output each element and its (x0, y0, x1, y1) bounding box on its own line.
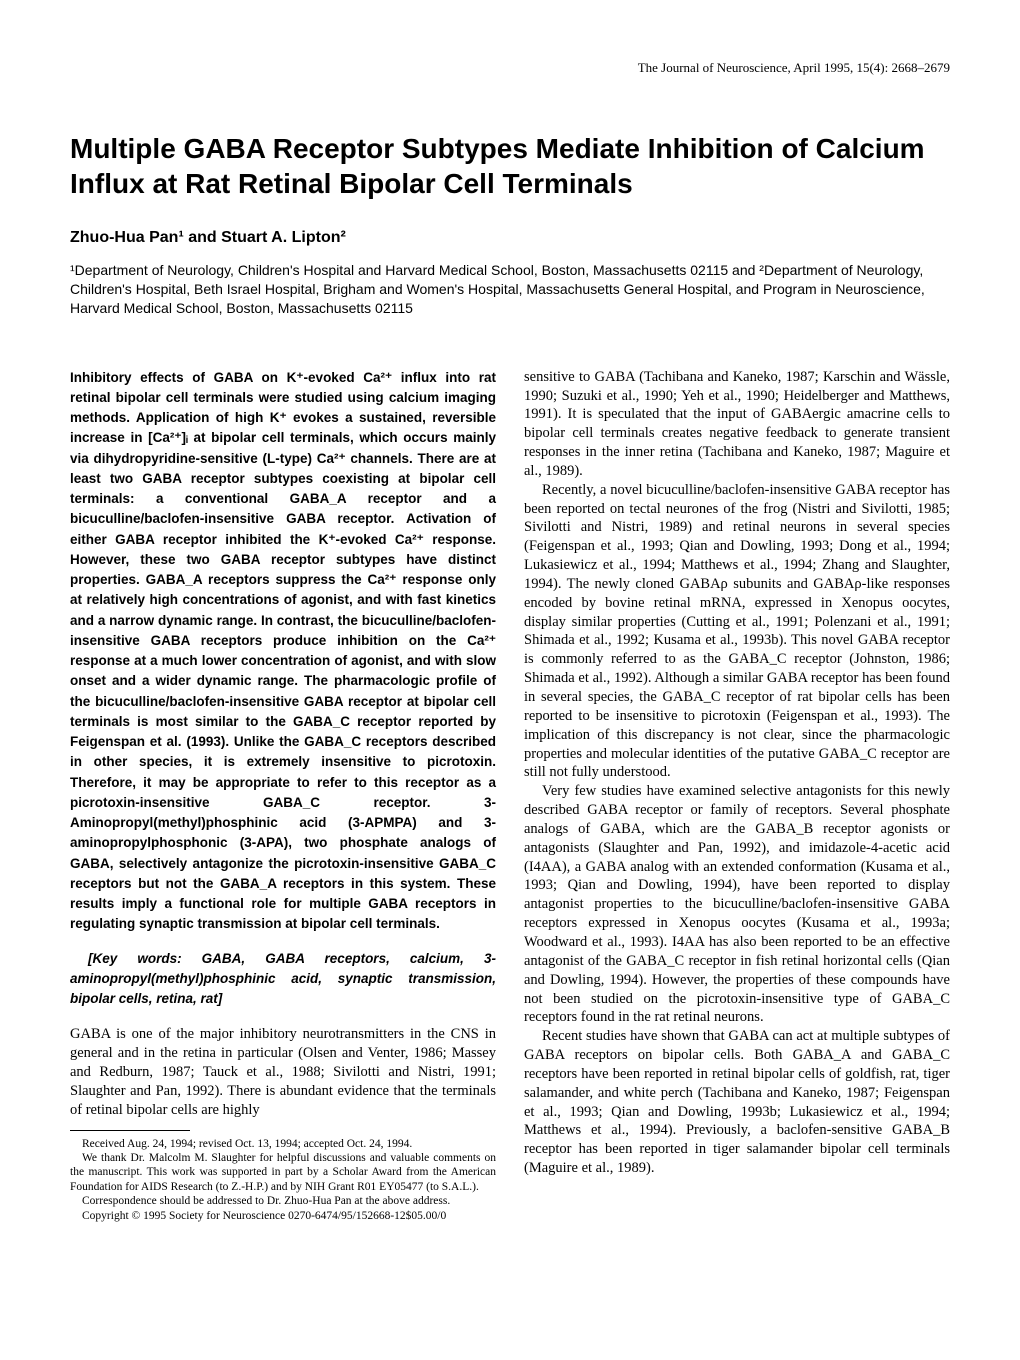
footnote-acknowledgments: We thank Dr. Malcolm M. Slaughter for he… (70, 1151, 496, 1194)
footnote-correspondence: Correspondence should be addressed to Dr… (70, 1194, 496, 1208)
footnotes: Received Aug. 24, 1994; revised Oct. 13,… (70, 1137, 496, 1223)
footnote-separator (70, 1130, 190, 1131)
right-column: sensitive to GABA (Tachibana and Kaneko,… (524, 368, 950, 1223)
abstract: Inhibitory effects of GABA on K⁺-evoked … (70, 368, 496, 935)
journal-header: The Journal of Neuroscience, April 1995,… (70, 60, 950, 76)
intro-paragraph: GABA is one of the major inhibitory neur… (70, 1025, 496, 1119)
two-column-layout: Inhibitory effects of GABA on K⁺-evoked … (70, 368, 950, 1223)
authors: Zhuo-Hua Pan¹ and Stuart A. Lipton² (70, 229, 950, 247)
body-p2: Recently, a novel bicuculline/baclofen-i… (524, 481, 950, 783)
footnote-received: Received Aug. 24, 1994; revised Oct. 13,… (70, 1137, 496, 1151)
body-p1: sensitive to GABA (Tachibana and Kaneko,… (524, 368, 950, 481)
body-p4: Recent studies have shown that GABA can … (524, 1027, 950, 1178)
left-column: Inhibitory effects of GABA on K⁺-evoked … (70, 368, 496, 1223)
footnote-copyright: Copyright © 1995 Society for Neuroscienc… (70, 1209, 496, 1223)
article-title: Multiple GABA Receptor Subtypes Mediate … (70, 131, 950, 201)
body-p3: Very few studies have examined selective… (524, 782, 950, 1027)
keywords: [Key words: GABA, GABA receptors, calciu… (70, 949, 496, 1010)
affiliations: ¹Department of Neurology, Children's Hos… (70, 261, 950, 318)
